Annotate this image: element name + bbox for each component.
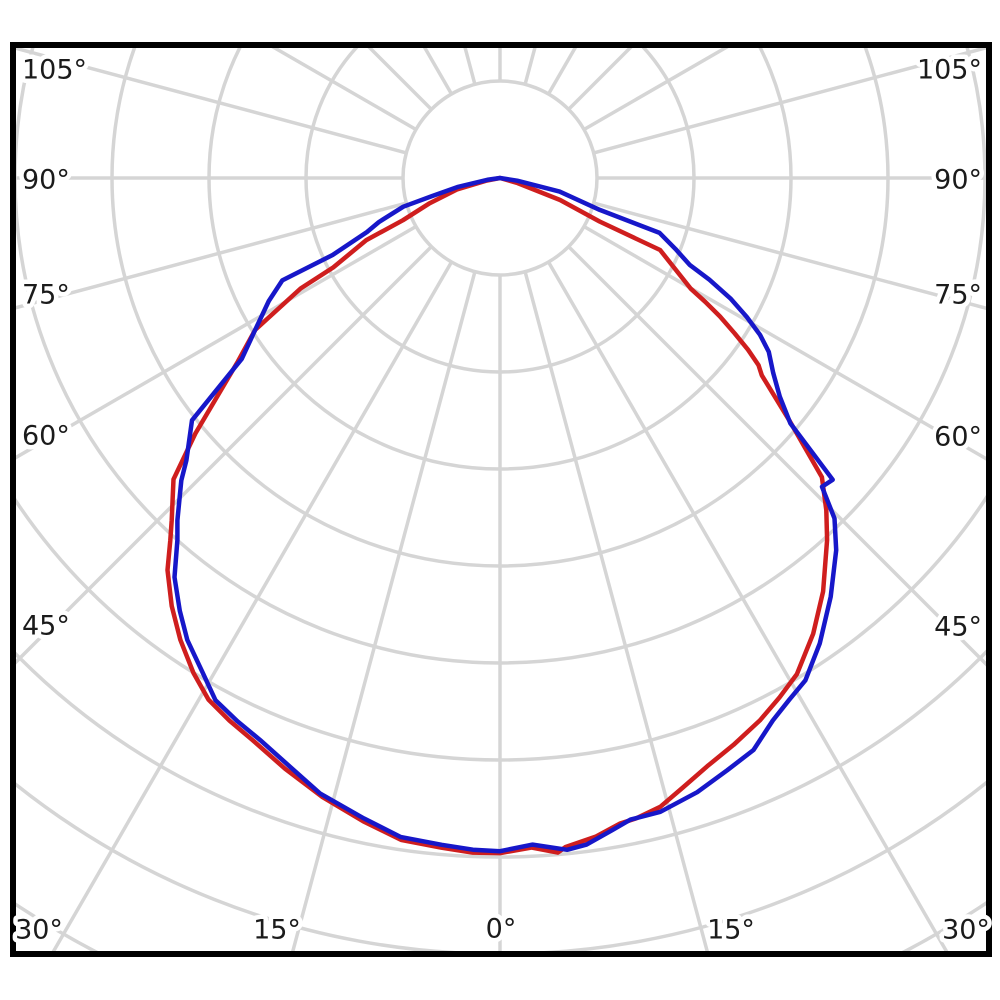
angle-label: 45° — [934, 612, 982, 643]
grid-spoke — [583, 224, 986, 461]
grid-spoke — [16, 201, 407, 310]
angle-label: 0° — [486, 914, 517, 945]
grid-spoke — [16, 224, 417, 460]
angle-label: 90° — [22, 165, 70, 196]
angle-label: 15° — [253, 915, 301, 946]
angle-label: 75° — [934, 280, 982, 311]
angle-label: 45° — [22, 611, 70, 642]
angle-label: 90° — [934, 165, 982, 196]
angle-label: 30° — [15, 915, 63, 946]
red-curve — [165, 175, 830, 856]
grid-spoke — [593, 201, 986, 311]
angle-label: 15° — [707, 915, 755, 946]
angle-label: 60° — [934, 422, 982, 453]
grid-spoke — [16, 245, 433, 665]
intensity-curves — [165, 175, 839, 856]
angle-labels: 105° 90° 75° 60° 45° 105° 90° 75° 60° 45° 30° 15° 0°… — [11, 50, 995, 950]
grid-spoke — [291, 271, 477, 951]
grid-spoke — [567, 245, 986, 667]
angle-label: 30° — [942, 915, 990, 946]
grid-spoke — [546, 261, 949, 951]
grid-spoke — [523, 271, 709, 951]
angle-label: 105° — [22, 55, 87, 86]
chart-frame — [10, 42, 992, 957]
blue-curve — [172, 175, 839, 854]
angle-label: 105° — [917, 55, 982, 86]
angle-label: 75° — [22, 280, 70, 311]
grid-spoke — [16, 48, 407, 155]
angle-label: 60° — [22, 421, 70, 452]
grid-spoke — [593, 48, 986, 155]
grid-spoke — [51, 261, 454, 951]
